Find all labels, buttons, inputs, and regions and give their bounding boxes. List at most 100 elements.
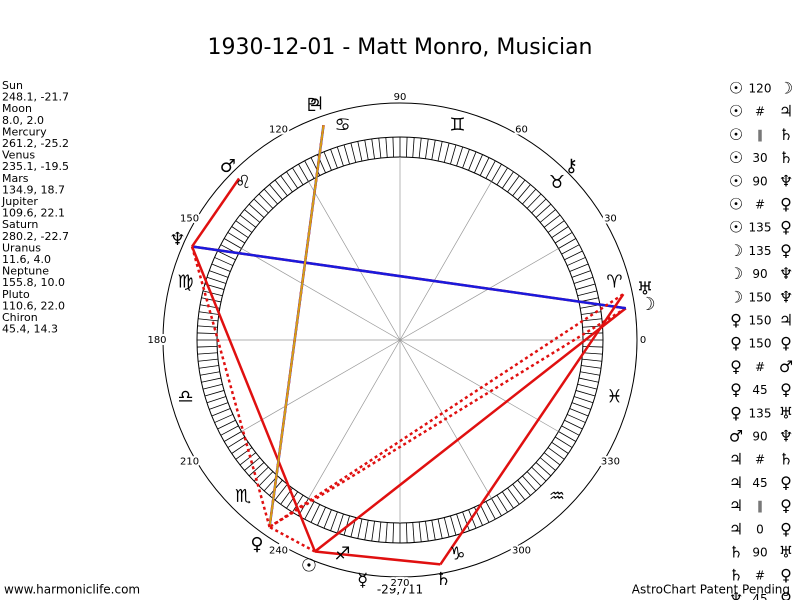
- tick: [200, 371, 220, 376]
- tick: [239, 452, 257, 466]
- degree-label: 210: [180, 457, 199, 468]
- tick: [385, 522, 388, 543]
- aspect-type: 120: [749, 82, 772, 96]
- tick: [357, 141, 363, 162]
- aspect-planet: ♆: [779, 171, 793, 190]
- tick: [418, 138, 422, 159]
- tick: [517, 184, 531, 201]
- aspect-planet: ♀: [730, 334, 742, 353]
- tick: [468, 151, 477, 171]
- tick: [543, 214, 561, 228]
- aspect-planet: ☽: [779, 79, 793, 98]
- aspect-type: 135: [749, 406, 772, 420]
- tick: [491, 163, 502, 182]
- tick: [571, 402, 591, 410]
- aspect-planet: ♀: [730, 311, 742, 330]
- aspect-planet: ♀: [780, 218, 792, 237]
- tick: [575, 283, 596, 290]
- planet-name: Venus: [2, 149, 35, 162]
- aspect-line: [191, 245, 626, 310]
- tick: [539, 209, 556, 223]
- tick: [220, 425, 239, 436]
- aspect-planet: ♄: [729, 543, 743, 562]
- tick: [561, 425, 580, 436]
- aspect-line: [268, 525, 316, 553]
- planet-glyph: ☽: [639, 294, 655, 315]
- planet-glyph: ♀: [250, 534, 263, 555]
- tick: [239, 214, 257, 228]
- aspect-line: [190, 246, 317, 553]
- tick: [582, 352, 603, 355]
- planet-glyph: ⚷: [565, 155, 578, 176]
- tick: [211, 408, 231, 417]
- tick: [507, 175, 520, 193]
- aspect-line: [191, 177, 241, 248]
- tick: [214, 414, 233, 423]
- aspect-type: ∥: [757, 499, 763, 513]
- planet-name: Sun: [2, 79, 23, 92]
- footer-right: AstroChart Patent Pending: [632, 583, 790, 597]
- tick: [569, 263, 589, 272]
- aspect-type: 150: [749, 290, 772, 304]
- aspect-planet: ♀: [780, 589, 792, 600]
- tick: [425, 138, 429, 159]
- tick: [564, 419, 583, 430]
- aspect-planet: ♃: [729, 519, 743, 538]
- tick: [198, 365, 219, 369]
- aspect-planet: ☉: [729, 79, 743, 98]
- sign-glyph: ♏: [235, 486, 251, 507]
- tick: [450, 144, 457, 165]
- footer-left: www.harmoniclife.com: [4, 583, 140, 597]
- aspect-planet: ♂: [779, 357, 793, 376]
- tick: [227, 232, 246, 244]
- degree-label: 270: [390, 578, 409, 589]
- aspect-type: 90: [752, 174, 767, 188]
- aspect-planet: ♀: [780, 334, 792, 353]
- planet-coords: 280.2, -22.7: [2, 230, 69, 243]
- cusps: [217, 157, 583, 523]
- tick: [554, 232, 573, 244]
- planet-glyph: ♅: [637, 279, 653, 300]
- tick: [304, 160, 315, 179]
- tick: [217, 419, 236, 430]
- tick: [456, 513, 464, 534]
- tick: [310, 504, 321, 523]
- aspect-type: 135: [749, 244, 772, 258]
- tick: [437, 141, 443, 162]
- tick: [248, 203, 265, 218]
- tick: [507, 487, 520, 505]
- aspect-planet: ☽: [729, 264, 743, 283]
- tick: [485, 160, 496, 179]
- chart-note: -29,711: [377, 583, 423, 597]
- tick: [582, 345, 603, 348]
- degree-label: 30: [604, 214, 617, 225]
- aspect-planet: ♀: [730, 380, 742, 399]
- tick: [474, 154, 483, 173]
- aspect-planet: ☉: [729, 195, 743, 214]
- aspect-planet: ♃: [729, 473, 743, 492]
- sign-glyph: ♋: [334, 115, 350, 136]
- tick: [197, 352, 218, 355]
- planet-name: Uranus: [2, 241, 41, 254]
- sign-glyph: ♈: [606, 272, 622, 293]
- degree-label: 120: [269, 125, 288, 136]
- tick: [304, 501, 315, 520]
- degree-label: 180: [147, 335, 166, 346]
- sign-glyph: ♊: [449, 115, 465, 136]
- aspect-type: 135: [749, 221, 772, 235]
- tick: [535, 462, 552, 477]
- tick: [258, 471, 274, 487]
- planet-coords: 45.4, 14.3: [2, 323, 58, 336]
- tick: [485, 501, 496, 520]
- sign-glyph: ♑: [449, 543, 465, 564]
- tick: [496, 494, 508, 513]
- sign-glyph: ♍: [177, 272, 193, 293]
- tick: [286, 171, 298, 189]
- degree-label: 300: [512, 545, 531, 556]
- sign-glyph: ♌: [235, 172, 251, 193]
- tick: [580, 371, 600, 376]
- planet-coords: 8.0, 2.0: [2, 114, 44, 127]
- tick: [564, 250, 583, 261]
- sign-glyph: ♉: [549, 172, 565, 193]
